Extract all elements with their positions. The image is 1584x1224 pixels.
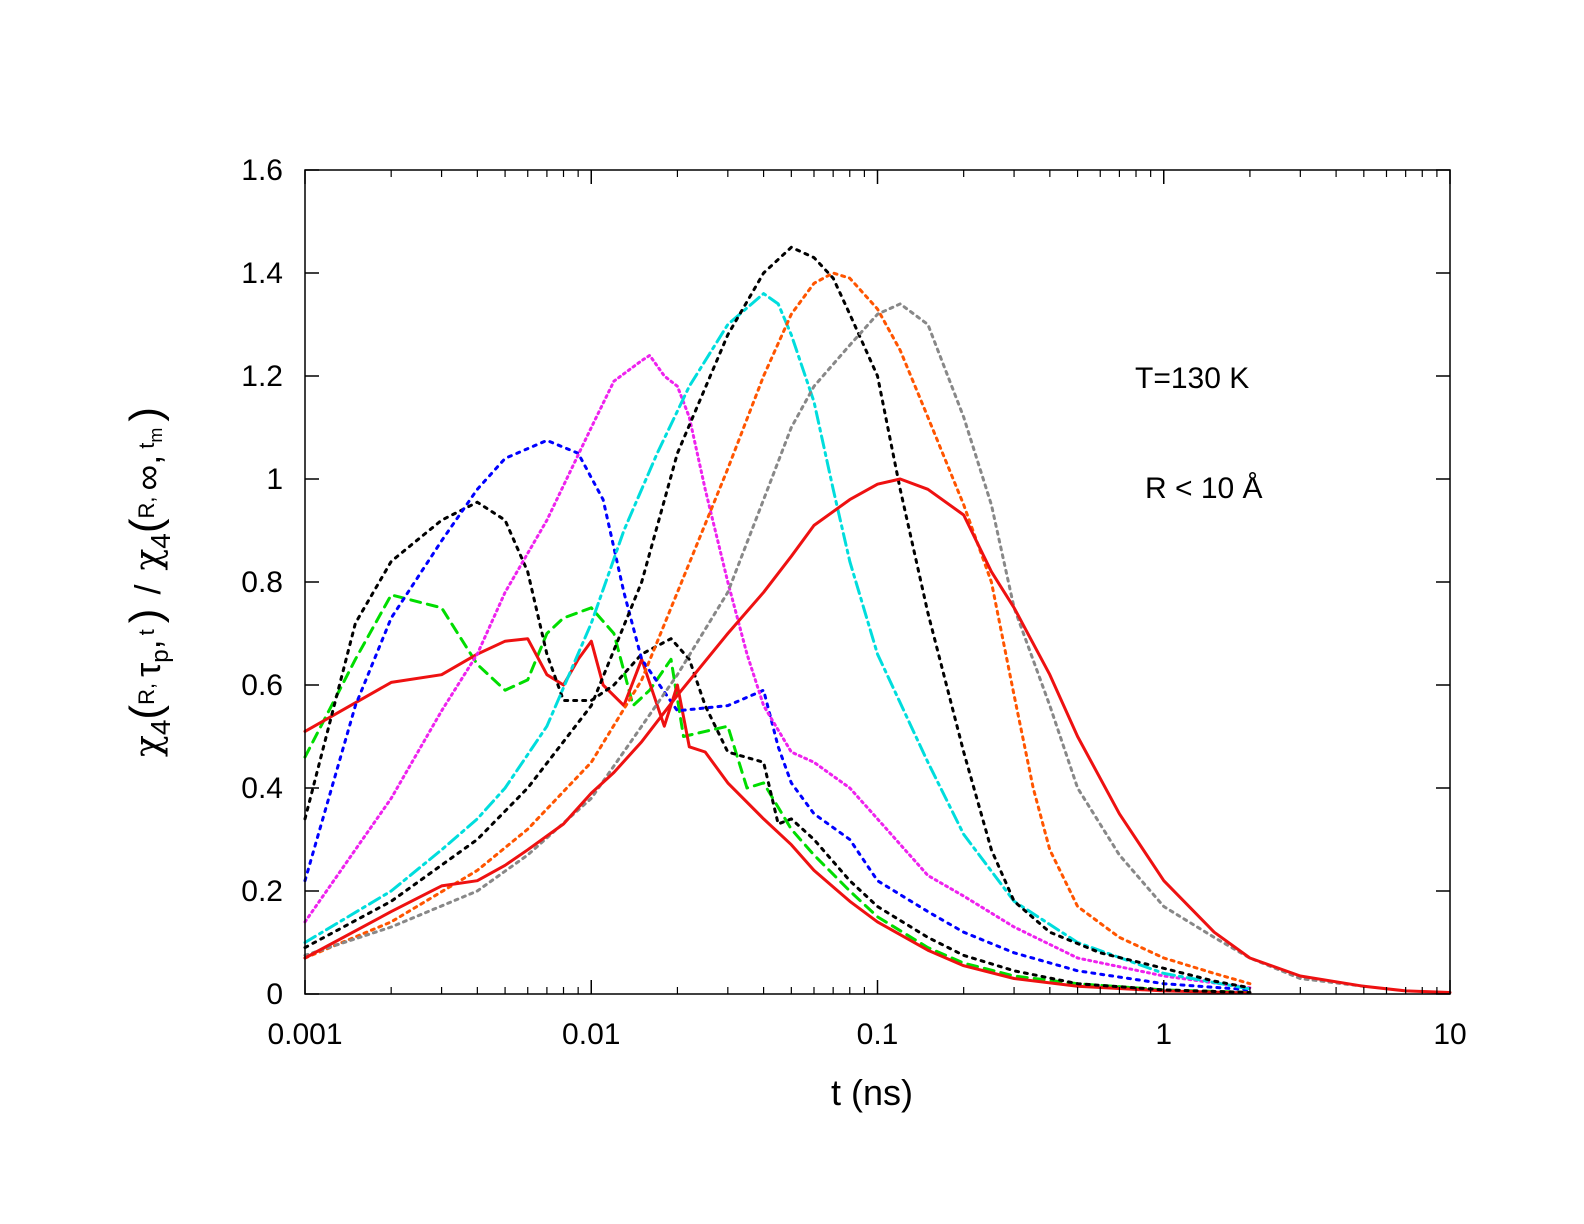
series-line-4: [303, 353, 1252, 990]
ylabel-den-r: R,: [134, 496, 159, 518]
annotation-range: R < 10 Å: [1145, 472, 1263, 505]
y-tick-label: 0.8: [241, 566, 283, 599]
ylabel-open-paren: (: [121, 705, 170, 720]
ylabel-den-m: m: [146, 428, 166, 443]
ylabel-num-comma: ,: [127, 639, 168, 649]
x-tick-label: 10: [1433, 1018, 1466, 1051]
y-tick-label: 0.4: [241, 772, 283, 805]
x-tick-label: 0.001: [267, 1018, 342, 1051]
y-tick-label: 1.2: [241, 360, 283, 393]
series-line-2: [303, 500, 1252, 994]
y-tick-label: 0: [266, 978, 283, 1011]
ylabel-close-paren-1: ): [121, 609, 170, 624]
ylabel-chi-2: χ: [128, 549, 169, 571]
y-tick-label: 0.2: [241, 875, 283, 908]
y-tick-label: 1: [266, 463, 283, 496]
ylabel-close-paren-2: ): [121, 407, 170, 422]
series-line-6: [303, 245, 1252, 990]
plot-frame: [304, 169, 1451, 995]
ylabel-num-r: R,: [134, 683, 159, 705]
tick-labels-layer: 0.001 0.01 0.1 1 10 0 0.2 0.4 0.6 0.8 1 1.2 1.4 1.6: [241, 154, 1466, 1051]
ylabel-open-paren-2: (: [121, 518, 170, 533]
svg-text:χ4(R,τp,t)/χ4(R,∞,tm): χ4(R,τp,t)/χ4(R,∞,tm): [121, 407, 176, 757]
y-tick-label: 0.6: [241, 669, 283, 702]
series-line-7: [303, 271, 1252, 986]
ylabel-chi: χ: [128, 735, 169, 757]
x-tick-label: 1: [1155, 1018, 1172, 1051]
ylabel-slash: /: [127, 585, 168, 595]
series-line-3: [303, 438, 1252, 992]
ylabel-den-inf: ∞,: [127, 455, 168, 491]
y-tick-label: 1.6: [241, 154, 283, 187]
y-tick-label: 1.4: [241, 257, 283, 290]
ylabel-den-t: t: [134, 443, 159, 449]
series-line-0: [303, 593, 1252, 994]
x-tick-label: 0.01: [562, 1018, 620, 1051]
x-axis-title: t (ns): [831, 1072, 913, 1113]
ylabel-sub-four-2: 4: [145, 533, 176, 549]
series-layer: [303, 245, 1452, 995]
y-axis-title: χ4(R,τp,t)/χ4(R,∞,tm): [121, 407, 176, 757]
ylabel-num-tau: τ: [127, 663, 168, 677]
x-tick-label: 0.1: [857, 1018, 899, 1051]
ylabel-num-p: p: [147, 649, 174, 662]
ylabel-sub-four: 4: [145, 720, 176, 736]
series-line-5: [303, 292, 1252, 991]
series-line-1: [303, 637, 1252, 995]
ylabel-num-t: t: [134, 629, 159, 635]
annotation-temperature: T=130 K: [1135, 362, 1249, 395]
series-line-9: [303, 477, 1452, 994]
